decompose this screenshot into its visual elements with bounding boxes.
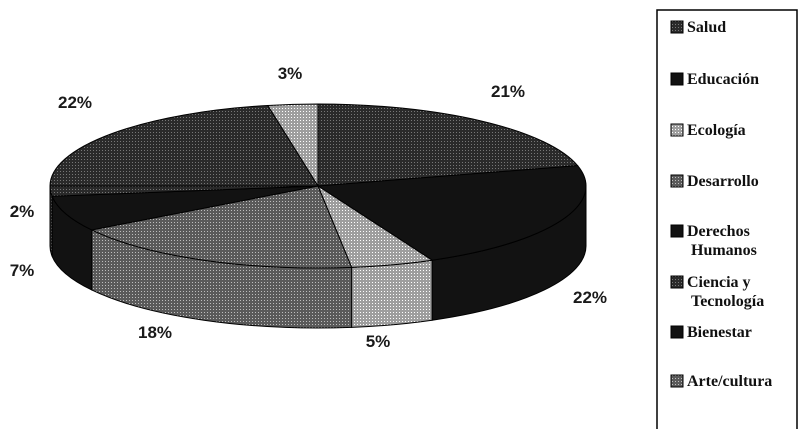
legend-label: Bienestar bbox=[687, 324, 752, 341]
pie-slice-arte-cultura bbox=[266, 103, 319, 188]
pie-side-wall bbox=[49, 185, 587, 329]
legend-label: Ecología bbox=[687, 122, 746, 139]
pct-label-salud: 21% bbox=[491, 82, 525, 101]
pct-label-educacion: 22% bbox=[573, 288, 607, 307]
legend-label: Humanos bbox=[691, 242, 757, 259]
legend-swatch bbox=[670, 20, 684, 34]
legend-items: Salud Educación Ecología Desarrollo Derechos… bbox=[670, 19, 772, 390]
pie-top-face bbox=[49, 103, 587, 269]
legend-swatch bbox=[670, 72, 684, 86]
pie-slice-bienestar bbox=[49, 104, 319, 187]
legend-label: Derechos bbox=[687, 223, 750, 240]
legend-item-bienestar: Bienestar bbox=[670, 324, 752, 341]
legend-item-derechos-humanos: Derechos Humanos bbox=[670, 223, 757, 259]
legend-item-ciencia-y-tecnologia: Ciencia y Tecnología bbox=[670, 274, 764, 310]
pct-label-bienestar: 22% bbox=[58, 93, 92, 112]
legend-swatch bbox=[670, 374, 684, 388]
pie-slice-educacion bbox=[316, 165, 587, 261]
pie-side-ecologia bbox=[351, 259, 433, 328]
legend-item-educacion: Educación bbox=[670, 71, 759, 88]
legend-label: Salud bbox=[687, 19, 726, 36]
legend: Salud Educación Ecología Desarrollo Derechos… bbox=[656, 9, 798, 429]
pct-label-derechos-humanos: 7% bbox=[10, 261, 35, 280]
legend-swatch bbox=[670, 174, 684, 188]
pct-label-desarrollo: 18% bbox=[138, 323, 172, 342]
legend-item-arte-cultura: Arte/cultura bbox=[670, 373, 772, 390]
pct-label-ecologia: 5% bbox=[366, 332, 391, 351]
pie-slice-salud bbox=[317, 103, 579, 187]
pie-slice-desarrollo bbox=[90, 185, 353, 269]
pct-label-ciencia-y-tecnologia: 2% bbox=[10, 202, 35, 221]
legend-label: Educación bbox=[687, 71, 759, 88]
legend-swatch bbox=[670, 325, 684, 339]
pie-slice-derechos-humanos bbox=[51, 185, 319, 231]
pct-label-arte-cultura: 3% bbox=[278, 64, 303, 83]
legend-item-desarrollo: Desarrollo bbox=[670, 173, 759, 190]
legend-swatch bbox=[670, 224, 684, 238]
legend-label: Desarrollo bbox=[687, 173, 759, 190]
legend-swatch bbox=[670, 123, 684, 137]
legend-item-ecologia: Ecología bbox=[670, 122, 746, 139]
legend-label: Ciencia y bbox=[687, 274, 751, 291]
legend-label: Arte/cultura bbox=[687, 373, 772, 390]
legend-label: Tecnología bbox=[691, 293, 764, 310]
legend-item-salud: Salud bbox=[670, 19, 726, 36]
legend-swatch bbox=[670, 275, 684, 289]
pie-percentage-labels: 21% 22% 5% 18% 7% 2% 22% 3% bbox=[10, 64, 607, 351]
